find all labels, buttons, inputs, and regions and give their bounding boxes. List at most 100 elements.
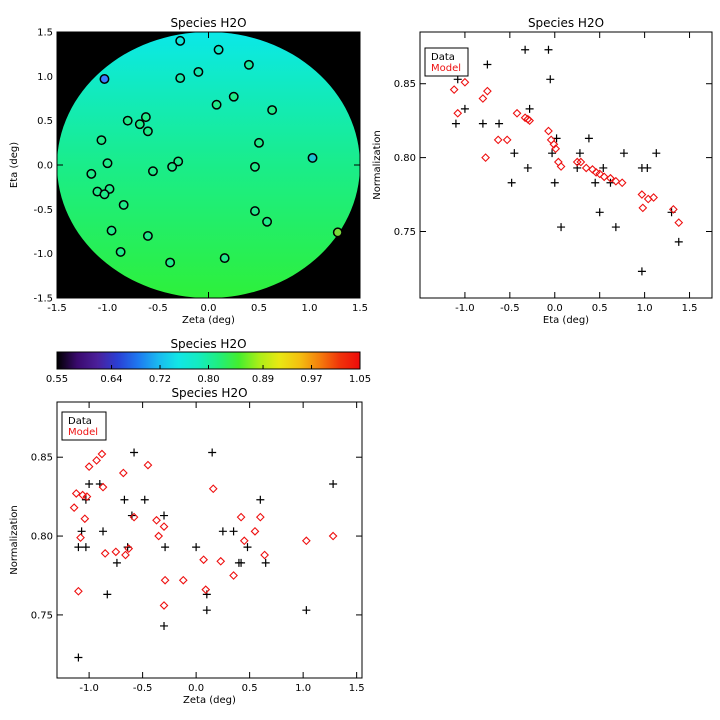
eta-legend-entry-model: Model xyxy=(431,63,461,74)
zeta-data-point xyxy=(261,558,270,567)
map-x-axis-label: Zeta (deg) xyxy=(182,315,235,326)
map-point xyxy=(167,161,178,172)
map-point xyxy=(193,66,204,77)
eta-model-point xyxy=(483,86,492,96)
zeta-legend-entry-model: Model xyxy=(68,427,98,438)
zeta-data-point xyxy=(329,480,338,489)
eta-model-point xyxy=(523,114,533,124)
eta-plot-frame xyxy=(419,31,713,299)
eta-model-point xyxy=(493,135,503,145)
zeta-data-point xyxy=(120,495,129,504)
map-y-tick-label: -1.5 xyxy=(33,294,53,305)
map-y-tick-label: 1.0 xyxy=(37,72,53,83)
map-point xyxy=(175,35,186,46)
eta-chart: -1.0 -0.5 0.0 0.5 1.0 1.5 0.75 0.80 0.85 Species … xyxy=(372,16,713,326)
eta-model-point xyxy=(556,162,566,171)
eta-model-point xyxy=(599,172,609,182)
zeta-data-point xyxy=(237,558,246,567)
zeta-data-point xyxy=(218,527,227,536)
zeta-y-tick-label: 0.80 xyxy=(31,532,53,543)
eta-model-point xyxy=(553,157,563,167)
map-point xyxy=(165,257,176,268)
eta-model-point xyxy=(638,203,648,213)
map-point xyxy=(262,216,273,227)
zeta-data-point xyxy=(161,543,170,552)
zeta-model-point xyxy=(201,585,211,595)
zeta-x-tick-label: 1.0 xyxy=(295,683,311,694)
map-point xyxy=(148,166,158,177)
zeta-model-point xyxy=(98,482,108,492)
map-x-tick-label: 1.0 xyxy=(302,303,318,314)
eta-model-point xyxy=(611,176,621,186)
zeta-model-point xyxy=(208,484,218,494)
colorbar-tick-label: 0.97 xyxy=(300,374,322,385)
zeta-model-point xyxy=(69,503,79,513)
zeta-title: Species H2O xyxy=(171,386,247,400)
map-y-tick-label: -0.5 xyxy=(33,205,53,216)
eta-model-point xyxy=(674,218,684,228)
zeta-model-point xyxy=(74,586,83,596)
zeta-model-point xyxy=(160,575,170,585)
eta-data-point xyxy=(495,119,504,128)
map-point xyxy=(99,189,110,200)
zeta-model-point xyxy=(301,536,311,546)
map-point xyxy=(142,126,153,137)
zeta-model-point xyxy=(111,547,121,557)
eta-model-point xyxy=(502,135,512,145)
zeta-model-point xyxy=(328,531,338,541)
map-point xyxy=(267,105,278,115)
zeta-data-point xyxy=(103,590,112,599)
map-point xyxy=(96,135,107,146)
eta-data-point xyxy=(483,60,492,69)
zeta-x-tick-label: 0.0 xyxy=(188,683,204,694)
eta-model-point xyxy=(649,193,658,202)
eta-data-point xyxy=(591,178,600,187)
eta-model-point xyxy=(551,144,561,154)
zeta-model-point xyxy=(216,556,226,566)
zeta-y-tick-label: 0.85 xyxy=(31,453,53,464)
eta-x-tick-label: 1.0 xyxy=(637,303,653,314)
eta-model-point xyxy=(606,173,615,183)
zeta-model-point xyxy=(82,492,92,502)
zeta-legend-box xyxy=(61,411,107,441)
eta-legend-box xyxy=(424,47,469,77)
zeta-model-point xyxy=(239,536,249,546)
eta-data-point xyxy=(478,119,487,128)
eta-y-tick-label: 0.80 xyxy=(394,153,416,164)
map-x-tick-label: 0.5 xyxy=(251,303,267,314)
eta-model-point xyxy=(478,94,488,103)
eta-model-point xyxy=(481,153,490,162)
eta-y-tick-label: 0.75 xyxy=(394,227,416,238)
zeta-model-point xyxy=(178,575,188,585)
eta-model-point xyxy=(546,135,556,145)
eta-data-point xyxy=(546,75,555,84)
map-y-tick-label: 0.0 xyxy=(37,161,53,172)
eta-data-point xyxy=(544,45,553,54)
zeta-series-data xyxy=(74,448,338,662)
eta-model-point xyxy=(512,108,522,118)
eta-model-point xyxy=(668,204,678,214)
eta-data-point xyxy=(584,134,593,143)
map-point xyxy=(332,227,343,238)
zeta-x-tick-label: 1.5 xyxy=(349,683,365,694)
zeta-model-point xyxy=(129,512,139,522)
map-point xyxy=(250,161,260,172)
zeta-data-point xyxy=(74,543,83,552)
zeta-model-point xyxy=(250,526,260,536)
eta-data-point xyxy=(548,149,557,158)
zeta-data-point xyxy=(302,606,311,615)
zeta-x-tick-label: -1.0 xyxy=(79,683,99,694)
eta-x-tick-label: -1.0 xyxy=(455,303,475,314)
zeta-data-point xyxy=(85,480,94,489)
zeta-data-point xyxy=(140,495,149,504)
zeta-model-point xyxy=(97,449,107,459)
zeta-model-point xyxy=(100,549,110,558)
eta-data-point xyxy=(507,178,516,187)
eta-legend-entry-data: Data xyxy=(431,52,455,63)
eta-model-point xyxy=(581,163,591,173)
eta-model-point xyxy=(525,116,534,126)
map-point xyxy=(86,168,97,179)
zeta-y-tick-label: 0.75 xyxy=(31,610,53,621)
